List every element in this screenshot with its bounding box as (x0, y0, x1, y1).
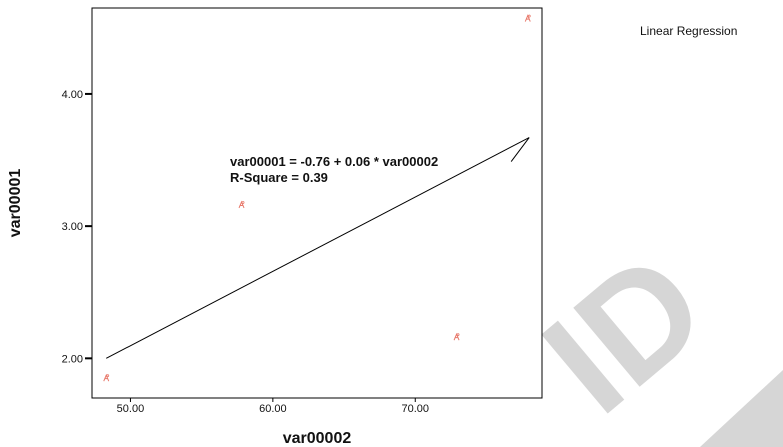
watermark: ID (513, 219, 783, 447)
data-point-0 (103, 373, 110, 382)
regression-line-group (106, 137, 530, 359)
y-axis-ticks: 2.00 3.00 4.00 (62, 89, 92, 365)
data-point-3 (524, 14, 531, 22)
data-point-1 (238, 200, 245, 209)
x-tick-label-0: 50.00 (117, 403, 145, 415)
regression-line (106, 137, 530, 359)
x-axis-title: var00002 (283, 430, 352, 447)
x-tick-label-1: 60.00 (259, 403, 287, 415)
data-point-2 (453, 332, 460, 341)
x-axis-ticks: 50.00 60.00 70.00 (117, 398, 429, 415)
legend-linear-regression: Linear Regression (640, 24, 737, 38)
regression-equation: var00001 = -0.76 + 0.06 * var00002 (230, 154, 438, 169)
y-tick-label-1: 3.00 (62, 221, 83, 233)
data-points (103, 14, 531, 382)
y-tick-label-0: 2.00 (62, 353, 83, 365)
plot-frame (91, 7, 543, 399)
regression-label-leader (510, 137, 530, 162)
watermark-corner-shape (700, 370, 783, 447)
y-axis-title: var00001 (7, 169, 24, 238)
watermark-text: ID (513, 219, 736, 444)
r-square-label: R-Square = 0.39 (230, 170, 328, 185)
y-tick-label-2: 4.00 (62, 89, 83, 101)
x-tick-label-2: 70.00 (401, 403, 429, 415)
